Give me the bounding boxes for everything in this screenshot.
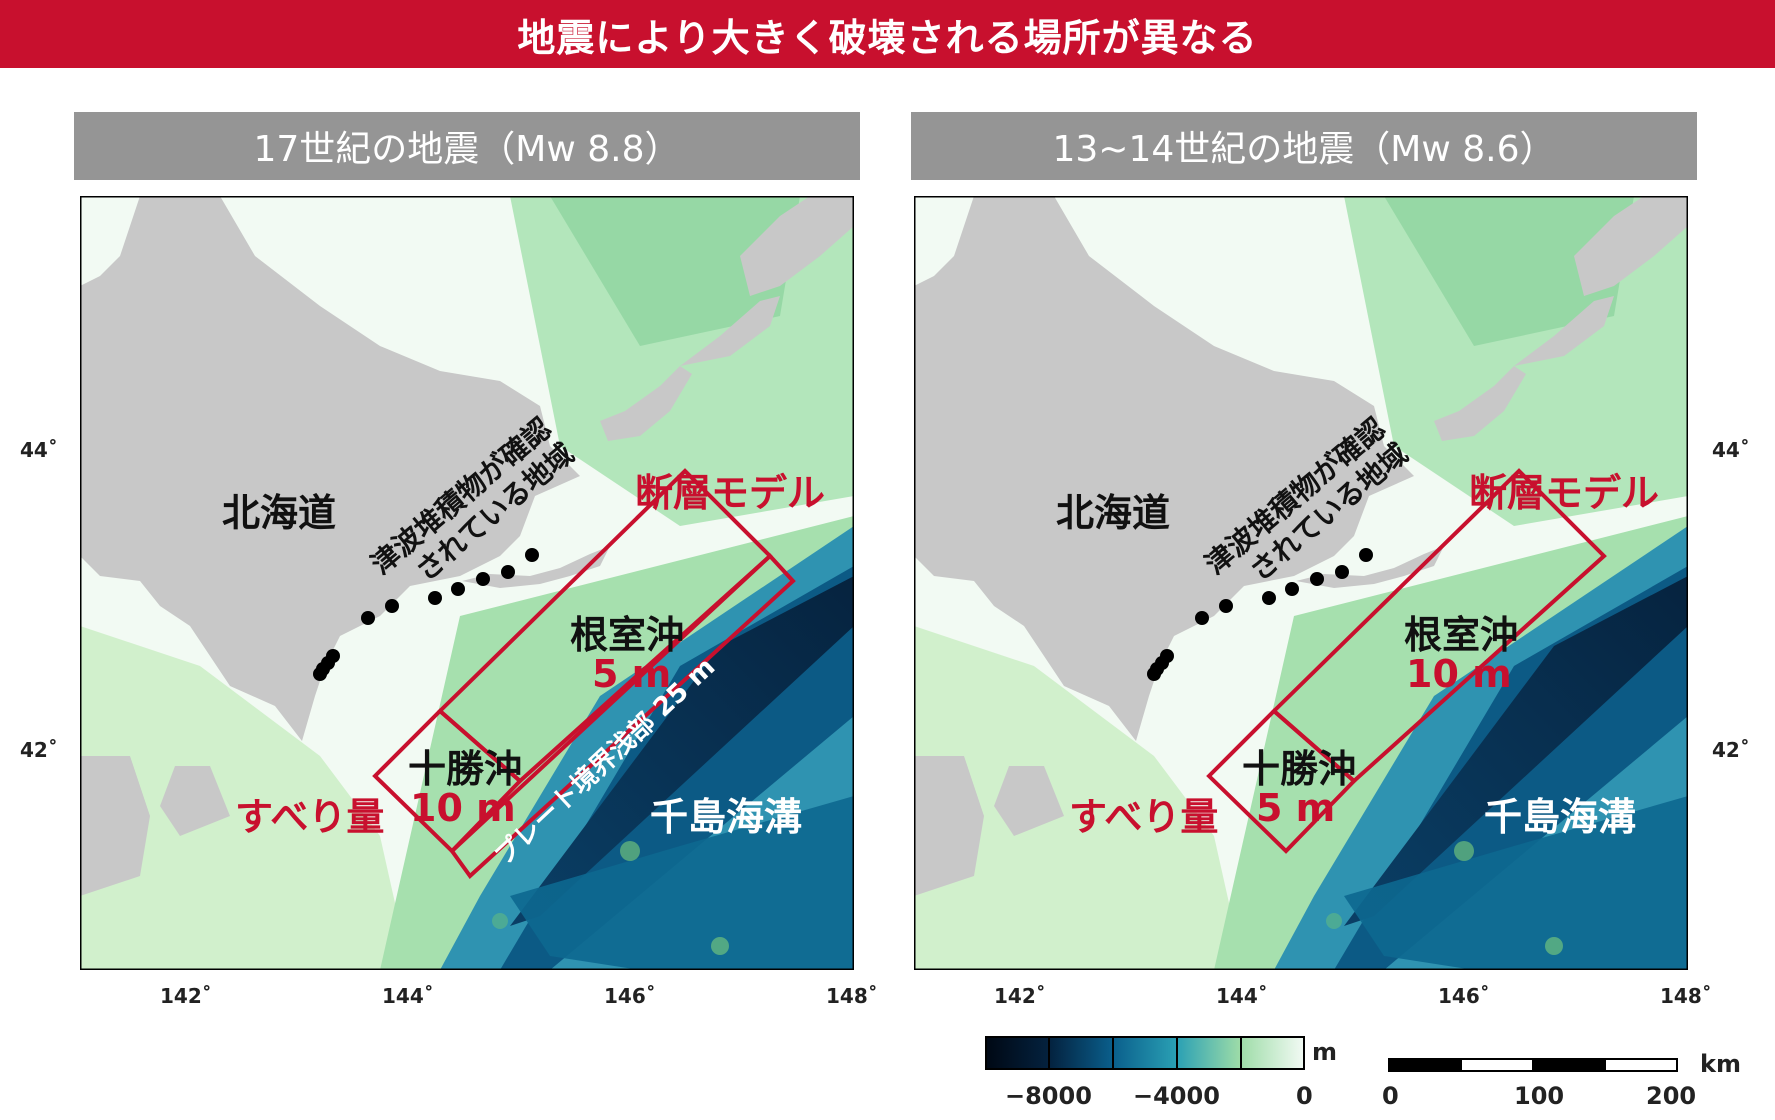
lat-tick: 44˚ [20,438,58,462]
fault-model-rectangles [1206,468,1607,854]
label-nemuro: 根室沖 [570,613,685,657]
label-fault-model: 断層モデル [1469,471,1660,515]
label-tokachi-slip: 10 m [410,786,516,830]
tsunami-deposit-sites [1147,548,1373,681]
hokkaido-land [80,196,580,741]
hokkaido-land [914,196,1414,741]
fault-model-rectangles [372,468,796,879]
lat-tick: 42˚ [1712,738,1750,762]
lon-tick: 146˚ [1438,984,1490,1008]
label-slip-amount: すべり量 [235,795,385,839]
map-13-14th-century [914,196,1688,970]
colorbar-tick: −4000 [1133,1082,1220,1110]
title-banner: 地震により大きく破壊される場所が異なる [0,0,1775,68]
panel-title-text: 13~14世紀の地震（Mw 8.6） [1052,129,1556,170]
lon-tick: 148˚ [1660,984,1712,1008]
banner-title: 地震により大きく破壊される場所が異なる [517,15,1258,60]
lon-tick: 146˚ [604,984,656,1008]
label-nemuro-slip: 10 m [1406,652,1512,696]
scale-tick: 100 [1514,1082,1565,1110]
label-nemuro: 根室沖 [1404,613,1519,657]
lat-tick: 42˚ [20,738,58,762]
label-nemuro-slip: 5 m [592,652,672,696]
label-hokkaido: 北海道 [222,491,337,535]
label-kuril-trench: 千島海溝 [650,795,803,839]
label-slip-amount: すべり量 [1069,795,1219,839]
lon-tick: 144˚ [1216,984,1268,1008]
tsunami-deposit-sites [313,548,539,681]
scale-bar [1388,1058,1678,1072]
lon-tick: 144˚ [382,984,434,1008]
label-kuril-trench: 千島海溝 [1484,795,1637,839]
panel-title-right: 13~14世紀の地震（Mw 8.6） [911,112,1697,180]
label-tokachi: 十勝沖 [408,747,523,791]
scale-unit: km [1700,1050,1741,1078]
label-tokachi: 十勝沖 [1242,747,1357,791]
lon-tick: 142˚ [994,984,1046,1008]
label-tokachi-slip: 5 m [1256,786,1336,830]
lon-tick: 142˚ [160,984,212,1008]
map-17th-century [80,196,854,970]
scale-tick: 0 [1382,1082,1399,1110]
lat-tick: 44˚ [1712,438,1750,462]
colorbar-tick: 0 [1296,1082,1313,1110]
depth-colorbar [985,1036,1305,1070]
panel-title-left: 17世紀の地震（Mw 8.8） [74,112,860,180]
colorbar-tick: −8000 [1005,1082,1092,1110]
lon-tick: 148˚ [826,984,878,1008]
colorbar-unit: m [1312,1038,1338,1066]
panel-title-text: 17世紀の地震（Mw 8.8） [253,129,681,170]
label-fault-model: 断層モデル [635,471,826,515]
scale-tick: 200 [1646,1082,1697,1110]
label-hokkaido: 北海道 [1056,491,1171,535]
